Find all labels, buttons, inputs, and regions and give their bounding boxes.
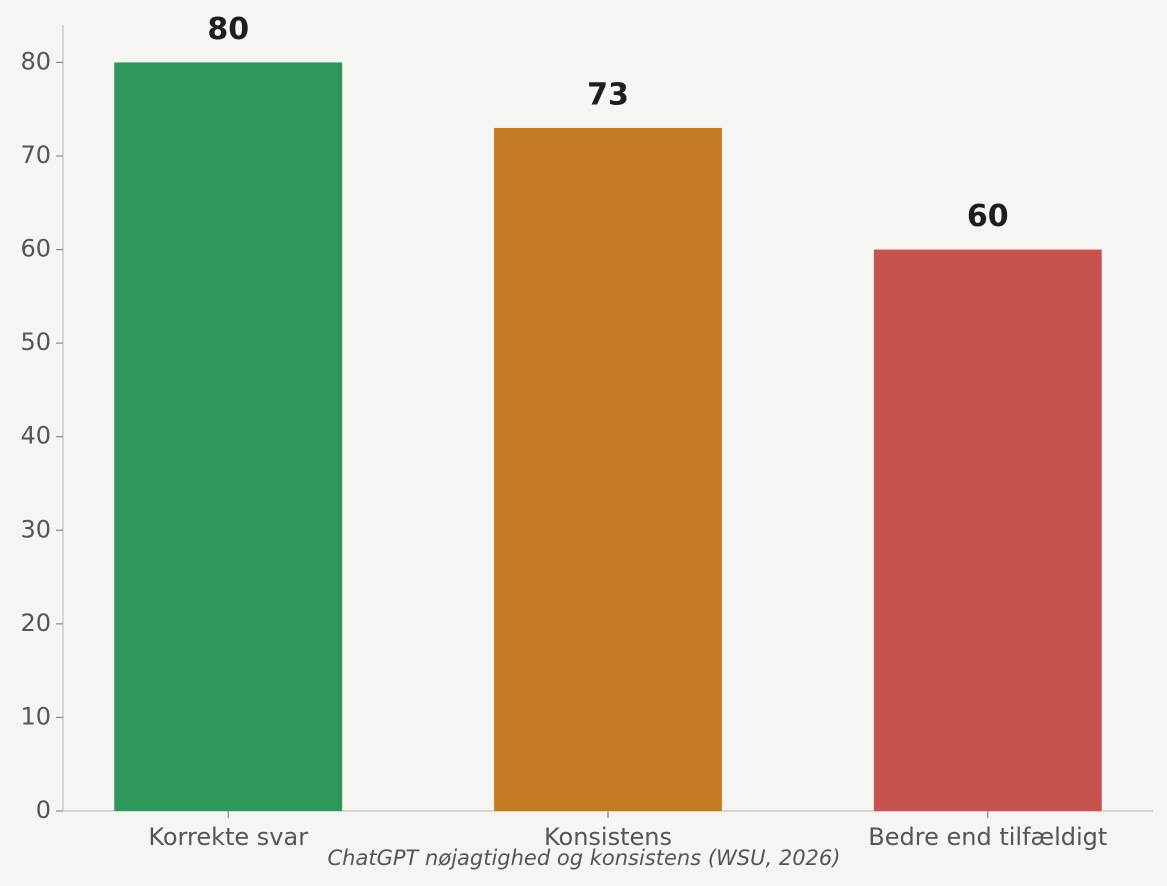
x-tick-label: Korrekte svar	[148, 823, 308, 851]
x-tick-label: Bedre end tilfældigt	[868, 823, 1107, 851]
data-label: 60	[967, 199, 1009, 234]
y-tick-label: 10	[20, 702, 51, 730]
y-tick-label: 80	[20, 47, 51, 75]
y-tick-label: 0	[36, 796, 51, 824]
bar	[494, 127, 722, 811]
y-tick-label: 30	[20, 515, 51, 543]
y-tick-label: 70	[20, 141, 51, 169]
y-tick-label: 60	[20, 235, 51, 263]
x-tick-label: Konsistens	[544, 823, 672, 851]
data-label: 80	[207, 12, 249, 47]
y-tick-label: 40	[20, 422, 51, 450]
bar	[873, 249, 1102, 812]
data-label: 73	[587, 77, 629, 112]
caption: ChatGPT nøjagtighed og konsistens (WSU, …	[328, 846, 841, 870]
y-tick-label: 20	[20, 609, 51, 637]
y-tick-label: 50	[20, 328, 51, 356]
bar	[114, 62, 343, 811]
